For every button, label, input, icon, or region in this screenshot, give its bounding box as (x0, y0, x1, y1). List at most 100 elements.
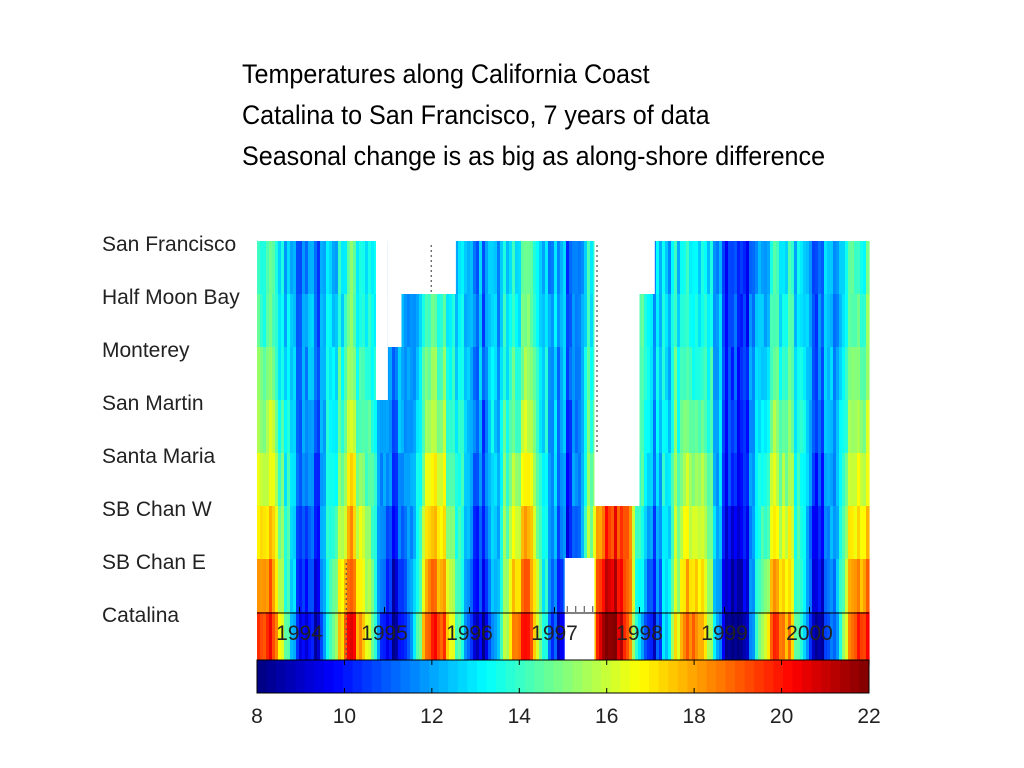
heatmap-cell (413, 453, 417, 507)
heatmap-cell (698, 294, 702, 348)
heatmap-cell (281, 347, 285, 401)
heatmap-cell (824, 453, 828, 507)
heatmap-cell (497, 612, 501, 666)
heatmap-cell (527, 506, 531, 560)
heatmap-cell (680, 506, 684, 560)
heatmap-cell (659, 612, 663, 666)
heatmap-cell (590, 453, 594, 507)
heatmap-cell (539, 506, 543, 560)
heatmap-cell (485, 612, 489, 666)
heatmap-cell (854, 347, 858, 401)
heatmap-cell (554, 347, 558, 401)
heatmap-cell (704, 453, 708, 507)
heatmap-cell (806, 241, 810, 295)
heatmap-cell (713, 347, 717, 401)
heatmap-cell (821, 241, 825, 295)
heatmap-cell (371, 506, 375, 560)
heatmap-cell (263, 400, 267, 454)
heatmap-cell (344, 241, 348, 295)
heatmap-cell (278, 612, 282, 666)
heatmap-cell (677, 400, 681, 454)
colorbar-tick-label: 20 (770, 705, 793, 728)
heatmap-cell (851, 453, 855, 507)
heatmap-cell (848, 612, 852, 666)
heatmap-cell (821, 612, 825, 666)
heatmap-cell (479, 347, 483, 401)
heatmap-cell (695, 612, 699, 666)
heatmap-cell (764, 241, 768, 295)
heatmap-cell (257, 559, 261, 613)
heatmap-cell (839, 559, 843, 613)
heatmap-cell (365, 294, 369, 348)
heatmap-cell (830, 453, 834, 507)
heatmap-cell (275, 347, 279, 401)
x-tick-label: 1996 (446, 622, 493, 645)
heatmap-cell (578, 506, 582, 560)
heatmap-cell (545, 241, 549, 295)
heatmap-cell (755, 294, 759, 348)
heatmap-cell (293, 400, 297, 454)
heatmap-cell (575, 400, 579, 454)
chart-title: Temperatures along California Coast (242, 59, 650, 89)
heatmap-cell (833, 241, 837, 295)
colorbar-swatch (524, 660, 535, 693)
heatmap-cell (692, 294, 696, 348)
heatmap-cell (758, 241, 762, 295)
heatmap-cell (341, 453, 345, 507)
heatmap-cell (443, 453, 447, 507)
heatmap-cell (359, 506, 363, 560)
heatmap-cell (362, 506, 366, 560)
heatmap-cell (836, 506, 840, 560)
heatmap-cell (749, 347, 753, 401)
heatmap-cell (755, 453, 759, 507)
heatmap-cell (812, 559, 816, 613)
heatmap-cell (824, 559, 828, 613)
heatmap-cell (446, 559, 450, 613)
heatmap-cell (491, 453, 495, 507)
missing-data-regions (376, 240, 655, 665)
heatmap-cell (446, 347, 450, 401)
heatmap-cell (341, 294, 345, 348)
heatmap-cell (401, 559, 405, 613)
heatmap-cell (752, 294, 756, 348)
heatmap-cell (272, 453, 276, 507)
heatmap-cell (632, 612, 636, 666)
heatmap-cell (281, 506, 285, 560)
heatmap-cell (707, 453, 711, 507)
heatmap-cell (761, 241, 765, 295)
heatmap-cell (380, 559, 384, 613)
heatmap-cell (509, 453, 513, 507)
heatmap-cell (749, 453, 753, 507)
heatmap-cell (803, 241, 807, 295)
heatmap-cell (659, 506, 663, 560)
heatmap-cell (716, 612, 720, 666)
heatmap-cell (290, 294, 294, 348)
heatmap-cell (629, 612, 633, 666)
heatmap-cell (512, 347, 516, 401)
station-label: Santa Maria (102, 445, 216, 468)
heatmap-cell (311, 612, 315, 666)
heatmap-cell (638, 559, 642, 613)
heatmap-cell (284, 400, 288, 454)
heatmap-cell (557, 506, 561, 560)
heatmap-cell (866, 453, 870, 507)
heatmap-cell (857, 506, 861, 560)
heatmap-cell (338, 506, 342, 560)
station-label: San Francisco (102, 233, 236, 256)
heatmap-cell (671, 241, 675, 295)
station-label: Half Moon Bay (102, 286, 240, 309)
heatmap-cell (494, 400, 498, 454)
heatmap-cell (680, 453, 684, 507)
heatmap-cell (308, 347, 312, 401)
heatmap-cell (545, 347, 549, 401)
heatmap-cell (338, 612, 342, 666)
heatmap-cell (602, 506, 606, 560)
heatmap-cell (587, 400, 591, 454)
colorbar-swatch (639, 660, 650, 693)
heatmap-cell (533, 400, 537, 454)
heatmap-cell (827, 294, 831, 348)
heatmap-cell (314, 400, 318, 454)
heatmap-cell (557, 559, 561, 613)
heatmap-cell (572, 294, 576, 348)
x-tick-label: 2000 (786, 622, 833, 645)
